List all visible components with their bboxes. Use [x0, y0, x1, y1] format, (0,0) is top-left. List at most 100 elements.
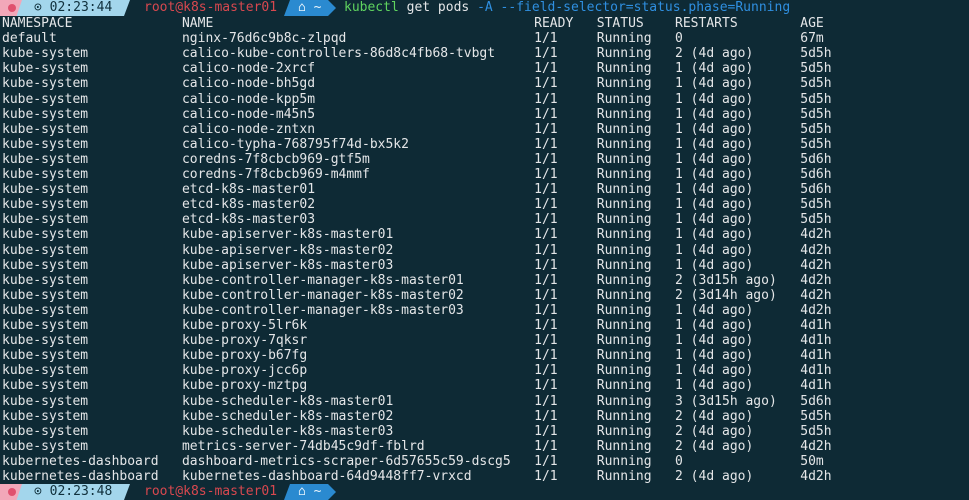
- cell-age: 4d2h: [800, 242, 832, 258]
- cell-name: kube-scheduler-k8s-master02: [181, 408, 394, 424]
- cell-namespace: kube-system: [2, 76, 89, 92]
- cell-restarts: 3 (3d15h ago): [675, 393, 777, 409]
- cell-restarts: 1 (4d ago): [675, 227, 754, 243]
- cell-namespace: kube-system: [2, 257, 89, 273]
- cell-name: kube-apiserver-k8s-master03: [181, 257, 394, 273]
- cell-namespace: kube-system: [2, 167, 89, 182]
- cell-age: 4d2h: [800, 438, 832, 454]
- cell-status: Running: [596, 302, 652, 318]
- command-line[interactable]: kubectl get pods -A --field-selector=sta…: [344, 0, 790, 16]
- cell-status: Running: [596, 423, 652, 439]
- cell-name: kube-apiserver-k8s-master02: [181, 242, 394, 258]
- cell-status: Running: [596, 318, 652, 333]
- cell-age: 5d5h: [800, 91, 832, 107]
- cell-name: nginx-76d6c9b8c-zlpqd: [181, 31, 347, 47]
- header-ready: READY: [534, 16, 574, 31]
- table-row: kube-system kube-proxy-b67fg 1/1 Running 1 (…: [2, 348, 967, 363]
- cell-ready: 1/1: [534, 106, 558, 122]
- cell-age: 5d5h: [800, 212, 832, 228]
- cell-restarts: 1 (4d ago): [675, 257, 754, 273]
- cell-restarts: 2 (4d ago): [675, 423, 754, 439]
- header-age: AGE: [800, 16, 824, 31]
- cell-ready: 1/1: [534, 76, 558, 92]
- cell-status: Running: [596, 408, 652, 424]
- cell-namespace: kube-system: [2, 182, 89, 198]
- table-row: kube-system kube-scheduler-k8s-master02 1/…: [2, 409, 967, 424]
- table-row: kube-system kube-proxy-mztpg 1/1 Running 1 (…: [2, 378, 967, 393]
- cell-restarts: 1 (4d ago): [675, 318, 754, 333]
- cell-ready: 1/1: [534, 333, 558, 349]
- cell-restarts: 1 (4d ago): [675, 348, 754, 364]
- top-prompt: ⊙ 02:23:44 root@k8s-master01 ⌂ ~ kubectl…: [0, 0, 969, 16]
- cell-restarts: 2 (4d ago): [675, 438, 754, 454]
- cell-age: 4d2h: [800, 287, 832, 303]
- command-flags: -A --field-selector=status.phase=Running: [477, 0, 791, 15]
- cell-status: Running: [596, 151, 652, 167]
- cell-status: Running: [596, 46, 652, 62]
- cell-status: Running: [596, 257, 652, 273]
- table-row: kube-system etcd-k8s-master02 1/1 Running 1 …: [2, 197, 967, 212]
- cell-restarts: 2 (4d ago): [675, 46, 754, 62]
- cell-restarts: 2 (3d15h ago): [675, 272, 777, 288]
- cell-age: 5d6h: [800, 393, 832, 409]
- table-row: kube-system kube-scheduler-k8s-master01 1/…: [2, 394, 967, 409]
- cell-namespace: kube-system: [2, 136, 89, 152]
- prompt-home-dir: ⌂ ~: [284, 484, 336, 500]
- cell-namespace: kube-system: [2, 363, 89, 379]
- table-row: kube-system coredns-7f8cbcb969-m4mmf 1/1 Ru…: [2, 167, 967, 182]
- cell-namespace: kube-system: [2, 438, 89, 454]
- table-row: kube-system kube-proxy-5lr6k 1/1 Running 1 (…: [2, 318, 967, 333]
- table-row: kube-system calico-node-zntxn 1/1 Running 1 …: [2, 122, 967, 137]
- cell-restarts: 2 (4d ago): [675, 408, 754, 424]
- cell-name: coredns-7f8cbcb969-gtf5m: [181, 151, 370, 167]
- cell-age: 5d5h: [800, 46, 832, 62]
- table-header: NAMESPACE NAME READY STATUS RESTARTS AGE: [2, 16, 967, 31]
- prompt-user-host: root@k8s-master01: [144, 484, 278, 499]
- cell-status: Running: [596, 287, 652, 303]
- cell-restarts: 1 (4d ago): [675, 106, 754, 122]
- cell-name: coredns-7f8cbcb969-m4mmf: [181, 167, 370, 182]
- cell-status: Running: [596, 136, 652, 152]
- cell-name: calico-typha-768795f74d-bx5k2: [181, 136, 409, 152]
- cell-name: calico-node-2xrcf: [181, 61, 316, 77]
- table-row: kube-system metrics-server-74db45c9df-fbl…: [2, 439, 967, 454]
- cell-restarts: 2 (4d ago): [675, 469, 754, 484]
- cell-status: Running: [596, 469, 652, 484]
- cell-restarts: 0: [675, 453, 683, 469]
- cell-ready: 1/1: [534, 136, 558, 152]
- cell-ready: 1/1: [534, 121, 558, 137]
- table-row: kube-system kube-controller-manager-k8s-m…: [2, 273, 967, 288]
- table-row: kube-system etcd-k8s-master01 1/1 Running 1 …: [2, 182, 967, 197]
- cell-namespace: kube-system: [2, 212, 89, 228]
- cell-ready: 1/1: [534, 227, 558, 243]
- cell-ready: 1/1: [534, 378, 558, 394]
- cell-status: Running: [596, 106, 652, 122]
- cell-age: 4d2h: [800, 257, 832, 273]
- cell-restarts: 1 (4d ago): [675, 302, 754, 318]
- cell-age: 5d5h: [800, 61, 832, 77]
- table-row: kube-system calico-typha-768795f74d-bx5k2…: [2, 137, 967, 152]
- table-row: kube-system kube-controller-manager-k8s-m…: [2, 288, 967, 303]
- table-row: kube-system calico-kube-controllers-86d8c…: [2, 46, 967, 61]
- cell-name: etcd-k8s-master03: [181, 212, 316, 228]
- cell-namespace: kube-system: [2, 318, 89, 333]
- cell-ready: 1/1: [534, 438, 558, 454]
- cell-name: kube-proxy-mztpg: [181, 378, 308, 394]
- cell-ready: 1/1: [534, 151, 558, 167]
- cell-name: etcd-k8s-master01: [181, 182, 316, 198]
- cell-status: Running: [596, 438, 652, 454]
- table-row: kube-system kube-apiserver-k8s-master01 1/…: [2, 227, 967, 242]
- cell-status: Running: [596, 227, 652, 243]
- command-args: get pods: [406, 0, 470, 15]
- cell-status: Running: [596, 242, 652, 258]
- cell-age: 5d5h: [800, 408, 832, 424]
- cell-namespace: kube-system: [2, 302, 89, 318]
- cell-age: 4d1h: [800, 348, 832, 364]
- cell-status: Running: [596, 453, 652, 469]
- table-row: default nginx-76d6c9b8c-zlpqd 1/1 Running 0 6…: [2, 31, 967, 46]
- cell-ready: 1/1: [534, 393, 558, 409]
- prompt-user-host: root@k8s-master01: [144, 0, 278, 15]
- prompt-time: ⊙ 02:23:44: [22, 0, 130, 16]
- cell-name: kube-apiserver-k8s-master01: [181, 227, 394, 243]
- cell-name: calico-kube-controllers-86d8c4fb68-tvbgt: [181, 46, 496, 62]
